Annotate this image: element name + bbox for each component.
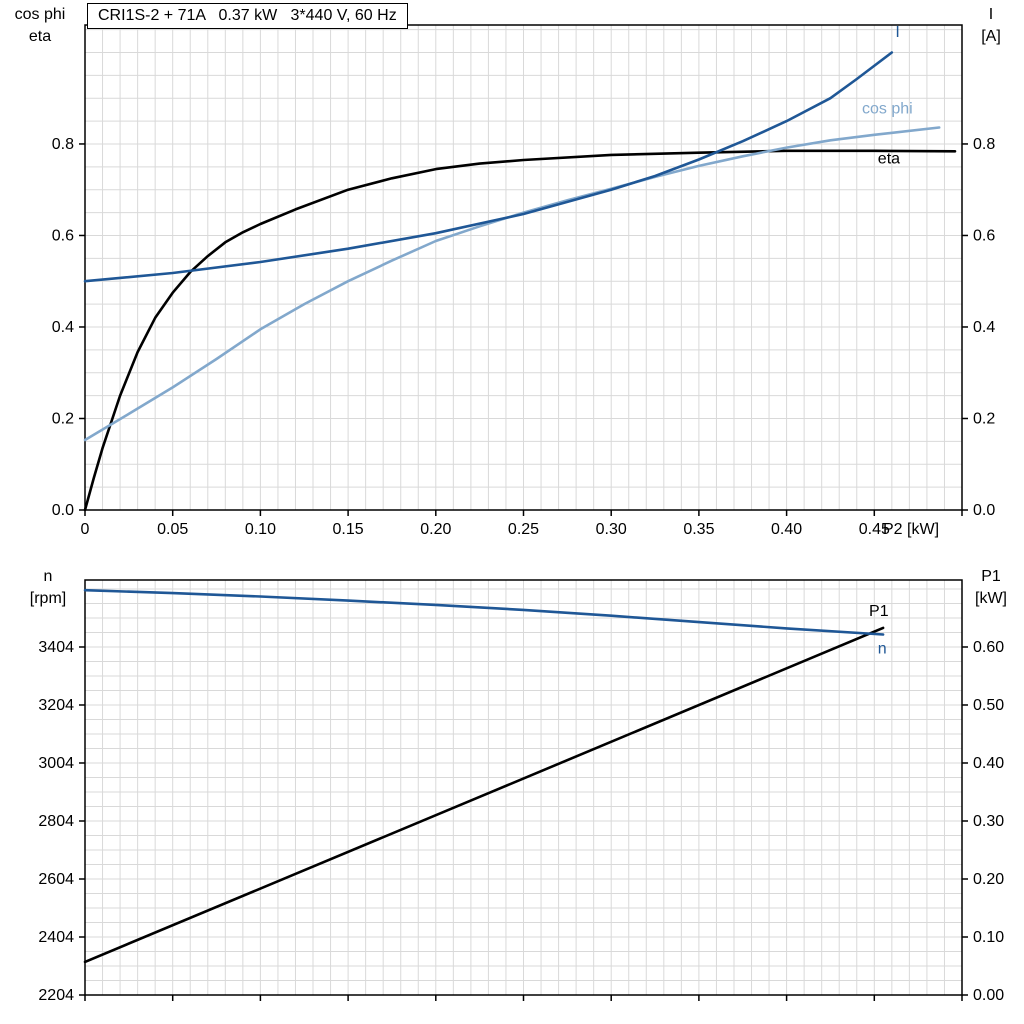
y-left-tick-label: 0.2 (52, 410, 74, 427)
grid (84, 25, 963, 511)
axis-title-line: n (43, 568, 53, 585)
curve-label-eta: eta (878, 151, 900, 168)
tick-labels: 0 0.05 0.10 0.15 0.20 0.25 0.30 0.35 0.40 0.45 0.0… (52, 136, 996, 538)
curve-label-n: n (878, 641, 887, 658)
y-left-tick-label: 3404 (38, 639, 74, 656)
y-right-tick-label: 0.2 (973, 410, 995, 427)
curve-P1 (83, 626, 885, 964)
y-left-tick-label: 3204 (38, 697, 74, 714)
bottom-chart-right-axis-title: P1 [kW] (960, 566, 1022, 610)
x-tick-label: 0.25 (508, 521, 539, 538)
x-tick-label: 0.05 (157, 521, 188, 538)
axis-ticks (79, 143, 968, 516)
y-right-tick-label: 0.30 (973, 813, 1004, 830)
curve-I (83, 51, 894, 283)
axis-title-line: I (988, 6, 994, 23)
y-right-tick-label: 0.40 (973, 755, 1004, 772)
y-left-tick-label: 0.4 (52, 319, 74, 336)
y-right-tick-label: 0.8 (973, 136, 995, 153)
plot-frame (84, 24, 963, 511)
y-left-tick-label: 2804 (38, 813, 74, 830)
axis-title-line: cos phi (14, 6, 66, 23)
curve-cos-phi (83, 126, 941, 442)
y-right-tick-label: 0.4 (973, 319, 995, 336)
axis-title-line: [rpm] (29, 590, 67, 607)
curve-n (83, 588, 885, 636)
tick-labels: 2204 2404 2604 2804 3004 3204 3404 0.00 0.10 0.20… (38, 639, 1004, 1004)
y-left-tick-label: 0.6 (52, 227, 74, 244)
x-tick-label: 0.35 (683, 521, 714, 538)
plot-frame (84, 579, 963, 996)
y-right-tick-label: 0.6 (973, 227, 995, 244)
axis-title-line: [A] (981, 28, 1001, 45)
grid (84, 580, 963, 996)
axis-title-line: [kW] (975, 590, 1007, 607)
x-tick-label: 0.20 (420, 521, 451, 538)
axis-ticks (79, 646, 968, 1001)
x-tick-label: 0.45 (859, 521, 890, 538)
y-right-tick-label: 0.0 (973, 502, 995, 519)
y-left-tick-label: 0.8 (52, 136, 74, 153)
axis-title-line: eta (28, 28, 52, 45)
y-left-tick-label: 0.0 (52, 502, 74, 519)
top-chart-right-axis-title: I [A] (960, 4, 1022, 48)
top-chart-left-axis-title: cos phi eta (2, 4, 78, 48)
x-axis-label: P2 [kW] (883, 521, 939, 538)
x-tick-label: 0.10 (245, 521, 276, 538)
x-tick-label: 0.15 (333, 521, 364, 538)
chart-title-box: CRI1S-2 + 71A 0.37 kW 3*440 V, 60 Hz (87, 3, 408, 29)
curve-eta (83, 149, 957, 512)
y-left-tick-label: 2204 (38, 987, 74, 1004)
y-right-tick-label: 0.20 (973, 871, 1004, 888)
curve-label-I: I (895, 24, 899, 41)
x-tick-label: 0.30 (596, 521, 627, 538)
bottom-chart-left-axis-title: n [rpm] (6, 566, 90, 610)
y-right-tick-label: 0.50 (973, 697, 1004, 714)
curve-label-P1: P1 (869, 603, 889, 620)
y-right-tick-label: 0.60 (973, 639, 1004, 656)
y-left-tick-label: 3004 (38, 755, 74, 772)
axis-title-line: P1 (981, 568, 1001, 585)
curve-label-cos-phi: cos phi (862, 100, 913, 117)
x-tick-label: 0 (81, 521, 90, 538)
y-right-tick-label: 0.10 (973, 929, 1004, 946)
y-left-tick-label: 2404 (38, 929, 74, 946)
x-tick-label: 0.40 (771, 521, 802, 538)
y-left-tick-label: 2604 (38, 871, 74, 888)
y-right-tick-label: 0.00 (973, 987, 1004, 1004)
